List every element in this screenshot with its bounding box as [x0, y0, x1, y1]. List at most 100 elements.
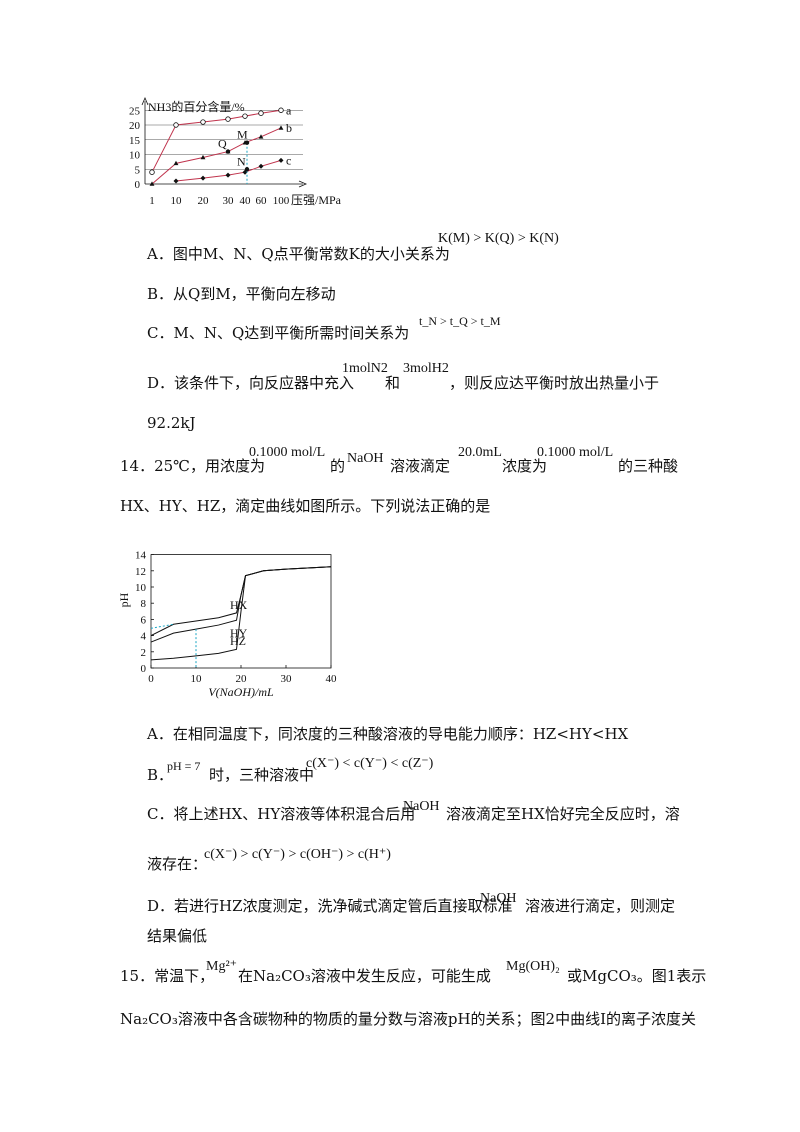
- q14-x-tick-label: 0: [148, 673, 154, 685]
- q13-x-tick-label: 1: [149, 195, 155, 207]
- q14-y-tick-label: 12: [135, 566, 146, 578]
- q13-point-N: [244, 167, 250, 172]
- q14-x-tick-label: 40: [326, 673, 338, 685]
- q14-x-tick-label: 30: [281, 673, 293, 685]
- q13-point-b: [278, 125, 284, 130]
- q13-point-a: [225, 116, 231, 122]
- q13-chart: NH3的百分含量/% 压强/MPa 0 5 10 15 20 25 1 10 20 30 40 60 100…: [129, 96, 342, 207]
- q14-y-tick-label: 10: [135, 582, 147, 594]
- q13-y-tick-label: 0: [135, 179, 141, 191]
- q13-option-d-text3: 92.2kJ: [147, 414, 196, 432]
- q14-x-tick-label: 10: [191, 673, 203, 685]
- q14-option-c-line1b: 溶液滴定至HX恰好完全反应时，溶: [446, 805, 680, 823]
- q15-mgoh: Mg(OH)₂: [506, 959, 560, 974]
- q13-point-b: [173, 160, 179, 166]
- q15-line1b: 在Na₂CO₃溶液中发生反应，可能生成: [238, 967, 491, 985]
- q13-option-c-formula: t_N > t_Q > t_M: [419, 314, 501, 328]
- q13-point-c: [225, 172, 231, 178]
- q14-option-c-naoh: NaOH: [403, 799, 440, 814]
- q13-point-Q: [225, 149, 231, 154]
- q13-point-a: [242, 113, 248, 119]
- q13-x-tick-label: 30: [223, 195, 235, 207]
- q13-y-tick-label: 10: [129, 150, 141, 162]
- q13-point-a: [200, 119, 206, 125]
- q13-point-a: [258, 110, 264, 116]
- q13-option-d-text1: D．该条件下，向反应器中充入: [147, 374, 355, 392]
- q14-stem-mid1: 溶液滴定: [390, 457, 451, 475]
- q15-line1a: 15．常温下，: [120, 967, 215, 985]
- q13-point-label-Q: Q: [218, 137, 227, 151]
- q14-series-label-HX: HX: [230, 598, 248, 612]
- q13-x-tick-label: 60: [256, 195, 268, 207]
- q14-naoh: NaOH: [347, 451, 384, 466]
- q13-option-a-text: A．图中M、N、Q点平衡常数K的大小关系为: [147, 245, 450, 263]
- q14-conc2: 0.1000 mol/L: [537, 445, 614, 460]
- q13-y-axis-arrow: [141, 96, 149, 106]
- q13-x-tick-label: 40: [240, 195, 252, 207]
- q13-option-d-and: 和: [385, 374, 401, 392]
- q14-option-a: A．在相同温度下，同浓度的三种酸溶液的导电能力顺序：HZ<HY<HX: [147, 725, 629, 743]
- q13-series-label-a: a: [286, 103, 292, 117]
- q14-stem-end: 的三种酸: [618, 457, 679, 475]
- q14-series-label-HZ: HZ: [230, 634, 246, 648]
- q14-option-d-line1a: D．若进行HZ浓度测定，洗净碱式滴定管后直接取标准: [147, 897, 513, 915]
- q13-option-b: B．从Q到M，平衡向左移动: [147, 285, 336, 303]
- q14-option-d-line2: 结果偏低: [147, 927, 208, 945]
- q13-option-d-f1: 1molN2: [342, 361, 388, 376]
- q13-point-c: [278, 157, 284, 163]
- q15-mg: Mg²⁺: [206, 959, 238, 974]
- q14-series-label-HY: HY: [230, 626, 248, 640]
- q15-line2: Na₂CO₃溶液中各含碳物种的物质的量分数与溶液pH的关系；图2中曲线Ⅰ的离子浓…: [120, 1010, 697, 1028]
- q13-point-c: [200, 175, 206, 181]
- q13-point-M: [244, 140, 250, 145]
- q13-x-axis-arrow: [298, 180, 308, 188]
- q13-point-b: [258, 134, 264, 139]
- q14-y-tick-label: 6: [141, 614, 147, 626]
- q14-y-tick-label: 8: [141, 598, 147, 610]
- q13-x-tick-label: 10: [171, 195, 183, 207]
- q14-y-tick-label: 4: [141, 631, 147, 643]
- q15-line1c: 或MgCO₃。图1表示: [567, 967, 707, 985]
- q14-option-b-mid: 时，三种溶液中: [209, 766, 315, 784]
- q14-stem-line2: HX、HY、HZ，滴定曲线如图所示。下列说法正确的是: [120, 497, 491, 515]
- q13-point-label-N: N: [237, 154, 246, 168]
- q13-series-line-c: [175, 159, 282, 182]
- q13-point-a: [149, 169, 155, 175]
- q14-option-d-naoh: NaOH: [480, 891, 517, 906]
- q14-y-tick-label: 2: [141, 647, 147, 659]
- q13-point-b: [200, 154, 206, 160]
- q13-point-label-M: M: [237, 128, 248, 142]
- q13-series-line-a: [151, 109, 282, 173]
- q14-x-tick-label: 20: [236, 673, 248, 685]
- q14-stem-prefix: 14．25℃，用浓度为: [120, 457, 265, 475]
- q14-y-tick-label: 0: [141, 663, 147, 675]
- q13-x-tick-label: 20: [198, 195, 210, 207]
- q14-option-c-formula: c(X⁻) > c(Y⁻) > c(OH⁻) > c(H⁺): [204, 847, 391, 862]
- q13-point-c: [258, 163, 264, 169]
- q13-x-label: 压强/MPa: [291, 193, 342, 207]
- q13-y-label: NH3的百分含量/%: [148, 99, 245, 114]
- q14-option-b-formula: c(X⁻) < c(Y⁻) < c(Z⁻): [306, 756, 434, 771]
- q13-series-label-b: b: [286, 121, 292, 135]
- q13-option-d-f2: 3molH2: [403, 361, 449, 376]
- q14-option-c-line1a: C．将上述HX、HY溶液等体积混合后用: [147, 805, 416, 823]
- q14-stem-mid2: 浓度为: [502, 457, 548, 475]
- q13-y-tick-label: 15: [129, 135, 141, 147]
- q13-y-tick-label: 20: [129, 120, 141, 132]
- q13-x-tick-label: 100: [273, 195, 290, 207]
- q14-option-b-ph: pH = 7: [167, 759, 201, 773]
- q14-series-line-HZ: [150, 566, 332, 661]
- q14-conc1: 0.1000 mol/L: [249, 445, 326, 460]
- q13-point-b: [149, 181, 155, 186]
- q14-vol: 20.0mL: [458, 445, 502, 460]
- q13-point-a: [278, 107, 284, 113]
- q13-option-a: A．图中M、N、Q点平衡常数K的大小关系为: [147, 247, 450, 262]
- q13-y-tick-label: 25: [129, 105, 141, 117]
- q14-option-b-pre: B．: [147, 766, 174, 784]
- q14-y-label: pH: [117, 592, 131, 607]
- q14-option-d-line1b: 溶液进行滴定，则测定: [525, 897, 676, 915]
- q13-option-d-text2: ，则反应达平衡时放出热量小于: [449, 374, 660, 392]
- q14-y-tick-label: 14: [135, 550, 147, 562]
- q13-y-tick-label: 5: [135, 164, 141, 176]
